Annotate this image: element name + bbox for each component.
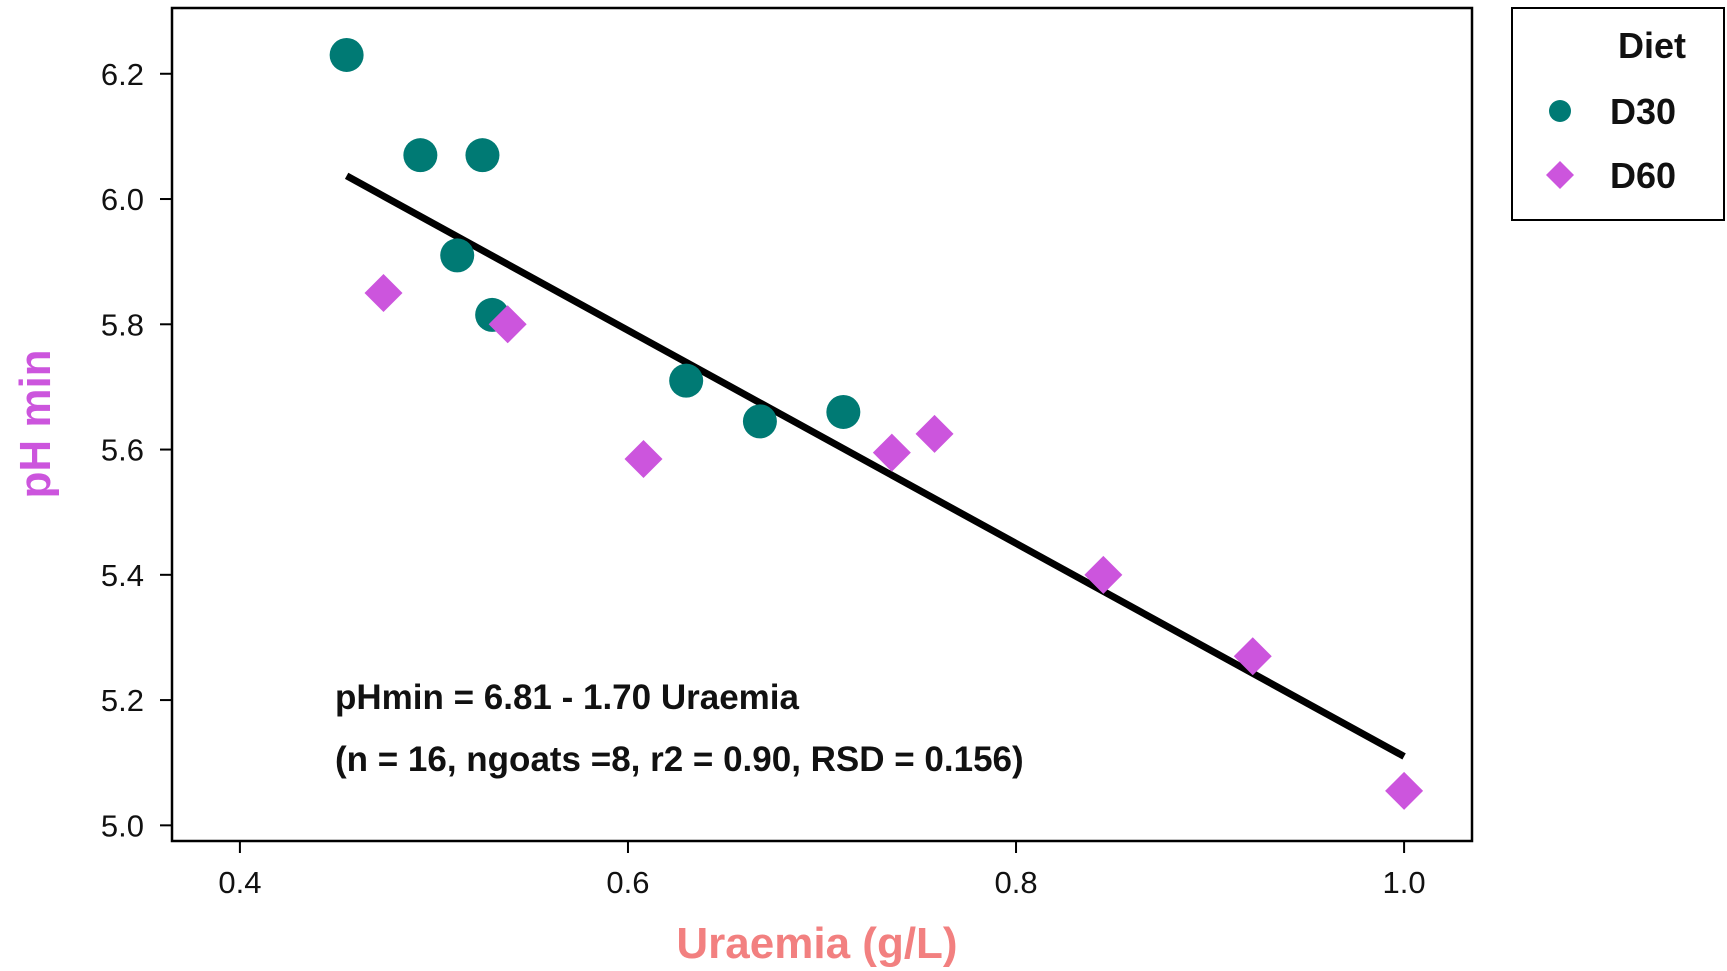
point-d60 xyxy=(364,273,403,312)
legend-box xyxy=(1511,7,1725,221)
x-tick-label: 0.8 xyxy=(994,865,1037,900)
legend-label-d60: D60 xyxy=(1610,155,1676,196)
x-tick-label: 0.4 xyxy=(218,865,261,900)
regression-line xyxy=(344,172,1406,760)
y-tick-label: 5.6 xyxy=(101,433,144,468)
y-tick-label: 6.0 xyxy=(101,182,144,217)
y-axis-label: pH min xyxy=(11,349,60,498)
axis-ticks: 0.4 0.6 0.8 1.0 5.0 5.2 5.4 5.6 5.8 6.0 6.2 xyxy=(101,57,1426,900)
annotation-equation: pHmin = 6.81 - 1.70 Uraemia xyxy=(335,678,800,717)
annotation-stats: (n = 16, ngoats =8, r2 = 0.90, RSD = 0.1… xyxy=(335,740,1024,779)
legend-title: Diet xyxy=(1618,25,1686,66)
point-d60 xyxy=(624,439,663,478)
point-d60 xyxy=(488,305,527,344)
x-tick-label: 0.6 xyxy=(606,865,649,900)
point-d60 xyxy=(915,414,954,453)
point-d30 xyxy=(440,238,475,273)
regression-line-group xyxy=(344,172,1406,760)
y-tick-label: 5.0 xyxy=(101,808,144,843)
legend-label-d30: D30 xyxy=(1610,91,1676,132)
point-d30 xyxy=(329,37,364,72)
legend-marker-d30 xyxy=(1549,100,1571,122)
x-tick-label: 1.0 xyxy=(1383,865,1426,900)
data-points xyxy=(329,37,1424,810)
point-d30 xyxy=(465,138,500,173)
y-tick-label: 5.4 xyxy=(101,558,144,593)
legend-marker-d60 xyxy=(1546,161,1574,189)
legend: Diet D30 D60 xyxy=(1511,7,1725,221)
x-axis-label: Uraemia (g/L) xyxy=(676,919,957,968)
plot-frame xyxy=(170,6,1474,843)
point-d60 xyxy=(1385,771,1424,810)
point-d30 xyxy=(742,404,777,439)
point-d60 xyxy=(1084,555,1123,594)
point-d30 xyxy=(669,363,704,398)
y-tick-label: 5.8 xyxy=(101,307,144,342)
point-d60 xyxy=(872,433,911,472)
point-d30 xyxy=(826,394,861,429)
y-tick-label: 5.2 xyxy=(101,683,144,718)
y-tick-label: 6.2 xyxy=(101,57,144,92)
point-d60 xyxy=(1233,637,1272,676)
point-d30 xyxy=(403,138,438,173)
